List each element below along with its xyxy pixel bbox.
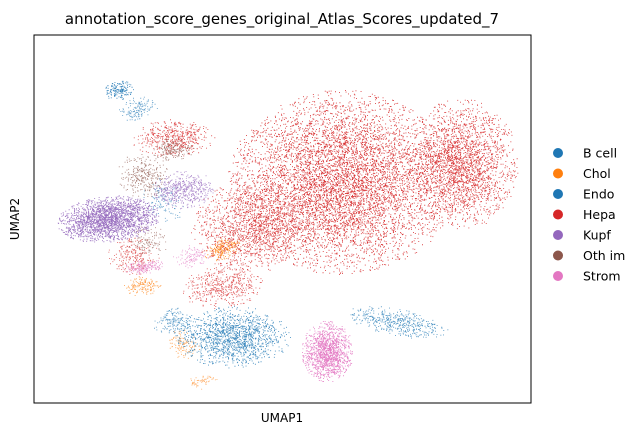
legend-label: Kupf bbox=[583, 228, 611, 243]
series-chol bbox=[124, 238, 241, 390]
series-kupf bbox=[57, 171, 214, 243]
legend-marker bbox=[553, 209, 563, 220]
legend-marker bbox=[553, 230, 563, 240]
point-cluster bbox=[175, 305, 291, 369]
legend-label: B cell bbox=[583, 146, 617, 161]
legend-label: Chol bbox=[583, 166, 611, 181]
point-cluster bbox=[190, 375, 218, 390]
point-cluster bbox=[302, 321, 353, 382]
series-oth-im bbox=[118, 137, 195, 255]
point-cluster bbox=[154, 171, 214, 210]
point-cluster bbox=[124, 276, 162, 296]
point-cluster bbox=[153, 137, 195, 161]
legend-marker bbox=[553, 271, 563, 281]
series-endo bbox=[143, 178, 449, 369]
point-cluster bbox=[405, 99, 519, 230]
plot-frame bbox=[33, 34, 532, 404]
legend-marker bbox=[553, 189, 563, 199]
point-cluster bbox=[154, 307, 194, 336]
legend-label: Hepa bbox=[583, 207, 616, 222]
point-cluster bbox=[191, 180, 315, 271]
point-cluster bbox=[169, 329, 200, 359]
point-cluster bbox=[350, 306, 449, 339]
legend-marker bbox=[553, 250, 563, 261]
point-cluster bbox=[118, 154, 170, 197]
point-cluster bbox=[108, 237, 160, 275]
legend-label: Oth im bbox=[583, 248, 625, 263]
series-hepa bbox=[108, 90, 519, 309]
series-strom bbox=[123, 245, 353, 382]
scatter-points bbox=[57, 80, 519, 390]
legend-marker bbox=[553, 168, 563, 179]
point-cluster bbox=[133, 119, 216, 157]
legend: B cell Chol Endo Hepa Kupf Oth im Strom bbox=[553, 146, 625, 284]
legend-marker bbox=[553, 148, 563, 158]
point-cluster bbox=[183, 262, 263, 309]
point-cluster bbox=[205, 238, 241, 262]
y-axis-label: UMAP2 bbox=[8, 198, 22, 240]
point-cluster bbox=[123, 260, 163, 275]
series-b-cell bbox=[105, 80, 158, 121]
point-cluster bbox=[105, 80, 134, 100]
point-cluster bbox=[173, 245, 214, 269]
point-cluster bbox=[143, 178, 184, 222]
point-cluster bbox=[57, 195, 160, 243]
legend-label: Strom bbox=[583, 269, 621, 284]
x-axis-label: UMAP1 bbox=[261, 411, 303, 425]
point-cluster bbox=[228, 90, 458, 275]
point-cluster bbox=[119, 96, 158, 121]
legend-label: Endo bbox=[583, 187, 614, 202]
chart-title: annotation_score_genes_original_Atlas_Sc… bbox=[65, 10, 499, 29]
